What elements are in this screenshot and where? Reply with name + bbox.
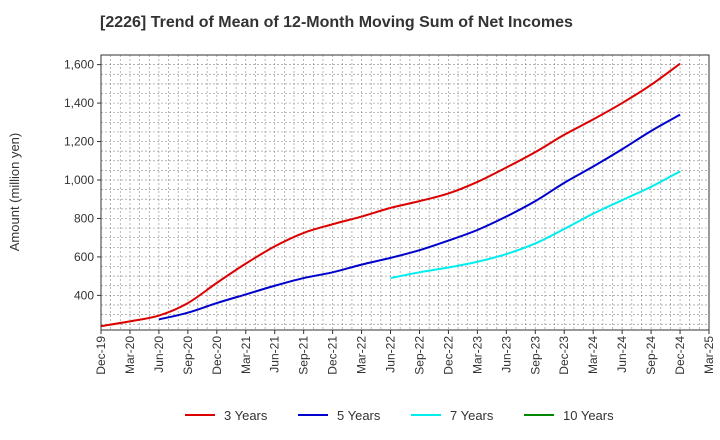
y-tick-label: 1,600 xyxy=(64,58,94,72)
x-tick-label: Sep-23 xyxy=(528,336,542,375)
series-lines xyxy=(100,62,681,328)
x-tick-label: Mar-24 xyxy=(586,336,600,374)
x-tick-label: Mar-23 xyxy=(470,336,484,374)
series-line-3-years xyxy=(100,62,681,328)
x-tick-label: Mar-20 xyxy=(123,336,137,374)
x-tick-label: Dec-22 xyxy=(441,336,455,375)
x-tick-label: Sep-20 xyxy=(181,336,195,375)
x-tick-label: Sep-24 xyxy=(644,336,658,375)
x-tick-label: Mar-25 xyxy=(702,336,716,374)
x-tick-label: Jun-20 xyxy=(152,336,166,373)
x-tick-label: Dec-24 xyxy=(673,336,687,375)
x-tick-label: Mar-22 xyxy=(355,336,369,374)
series-line-5-years xyxy=(158,113,681,321)
y-axis-label: Amount (million yen) xyxy=(7,133,22,252)
x-tick-label: Mar-21 xyxy=(239,336,253,374)
x-tick-label: Jun-21 xyxy=(268,336,282,373)
x-tick-label: Jun-23 xyxy=(499,336,513,373)
y-tick-label: 1,000 xyxy=(64,173,94,187)
grid-lines xyxy=(101,55,709,330)
x-tick-label: Dec-19 xyxy=(94,336,108,375)
x-tick-label: Sep-22 xyxy=(412,336,426,375)
x-tick-label: Jun-24 xyxy=(615,336,629,373)
y-axis: 400 600 800 1,000 1,200 1,400 1,600 xyxy=(64,58,101,302)
y-tick-label: 1,200 xyxy=(64,135,94,149)
series-line-7-years xyxy=(390,170,681,280)
y-tick-label: 600 xyxy=(74,250,94,264)
plot-background xyxy=(101,55,709,330)
legend-label-3-years: 3 Years xyxy=(224,408,268,423)
y-tick-label: 1,400 xyxy=(64,96,94,110)
chart-title: [2226] Trend of Mean of 12-Month Moving … xyxy=(100,14,573,31)
x-tick-label: Dec-23 xyxy=(557,336,571,375)
y-tick-label: 800 xyxy=(74,211,94,225)
y-tick-label: 400 xyxy=(74,288,94,302)
legend: 3 Years 5 Years 7 Years 10 Years xyxy=(185,408,614,423)
x-tick-label: Jun-22 xyxy=(384,336,398,373)
legend-label-5-years: 5 Years xyxy=(337,408,381,423)
x-tick-label: Dec-20 xyxy=(210,336,224,375)
legend-label-7-years: 7 Years xyxy=(450,408,494,423)
x-tick-label: Dec-21 xyxy=(326,336,340,375)
plot-frame xyxy=(100,54,710,331)
legend-label-10-years: 10 Years xyxy=(563,408,614,423)
x-axis: Dec-19 Mar-20 Jun-20 Sep-20 Dec-20 Mar-21 Jun-… xyxy=(94,330,716,375)
x-tick-label: Sep-21 xyxy=(297,336,311,375)
